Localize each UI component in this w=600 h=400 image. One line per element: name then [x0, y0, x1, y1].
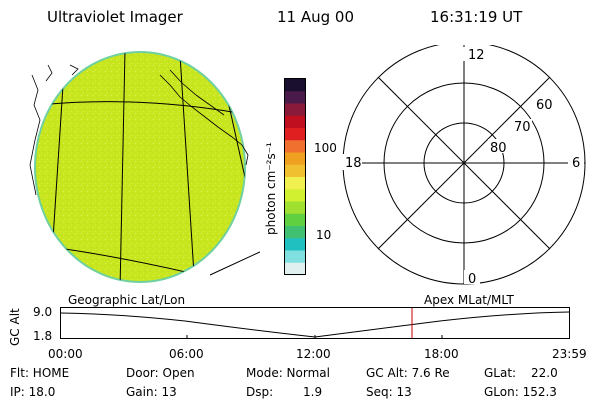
globe-disk — [34, 51, 246, 283]
instrument-title: Ultraviolet Imager — [47, 8, 183, 26]
coastline — [29, 64, 249, 196]
colorbar-segment — [285, 152, 305, 166]
mlt-label-12: 12 — [468, 48, 485, 63]
info-seq: Seq: 13 — [366, 385, 412, 399]
info-dsp-value: 1.9 — [303, 385, 323, 399]
time-tick-0000: 00:00 — [48, 347, 83, 361]
timeline-y-bottom: 1.8 — [33, 329, 53, 343]
colorbar-segment — [285, 103, 305, 117]
globe-image — [29, 51, 260, 283]
timeline-frame — [60, 307, 570, 339]
lat-label-80: 80 — [490, 141, 507, 156]
observation-time: 16:31:19 UT — [430, 8, 523, 26]
mlt-label-18: 18 — [345, 156, 362, 171]
colorbar-segment — [285, 250, 305, 264]
info-glon: GLon: 152.3 — [484, 385, 557, 399]
info-flight: Flt: HOME — [10, 366, 70, 380]
colorbar-segment — [285, 262, 305, 276]
timeline-right-label: Apex MLat/MLT — [424, 293, 514, 307]
timeline-left-label: Geographic Lat/Lon — [68, 293, 186, 307]
lat-label-70: 70 — [514, 120, 531, 135]
time-tick-2359: 23:59 — [552, 347, 587, 361]
time-tick-0600: 06:00 — [169, 347, 204, 361]
colorbar-segment — [285, 177, 305, 190]
info-mode: Mode: Normal — [246, 366, 330, 380]
altitude-timeline — [60, 307, 570, 339]
info-gain: Gain: 13 — [126, 385, 177, 399]
colorbar-segment — [285, 201, 305, 215]
colorbar-segment — [285, 140, 305, 153]
timeline-axis-label: GC Alt — [8, 308, 22, 346]
polar-diagonal-2 — [377, 76, 551, 250]
colorbar-unit-label: photon cm⁻²s⁻¹ — [264, 142, 278, 235]
info-dsp-label: Dsp: — [246, 385, 274, 399]
info-door: Door: Open — [126, 366, 195, 380]
colorbar-segment — [285, 128, 305, 141]
colorbar-segment — [285, 213, 305, 227]
colorbar-segment — [285, 189, 305, 202]
track-line — [209, 251, 260, 276]
timeline-y-top: 9.0 — [33, 305, 53, 319]
polar-plot: 12 18 6 0 60 70 80 — [342, 45, 586, 287]
colorbar-segment — [285, 238, 305, 251]
info-glat-value: 22.0 — [531, 366, 558, 380]
mlt-label-0: 0 — [468, 272, 476, 287]
colorbar — [284, 78, 306, 276]
colorbar-segment — [285, 115, 305, 129]
time-tick-1800: 18:00 — [424, 347, 459, 361]
mlt-label-6: 6 — [572, 156, 580, 171]
observation-date: 11 Aug 00 — [277, 8, 354, 26]
info-gc-alt: GC Alt: 7.6 Re — [366, 366, 450, 380]
colorbar-segment — [285, 91, 305, 104]
colorbar-segment — [285, 164, 305, 178]
colorbar-segment — [285, 79, 305, 92]
time-tick-1200: 12:00 — [296, 347, 331, 361]
info-glat-label: GLat: — [484, 366, 517, 380]
lat-label-60: 60 — [536, 98, 553, 113]
colorbar-tick-100: 100 — [314, 141, 337, 155]
colorbar-tick-10: 10 — [316, 228, 332, 242]
info-ip: IP: 18.0 — [10, 385, 56, 399]
colorbar-segment — [285, 226, 305, 239]
